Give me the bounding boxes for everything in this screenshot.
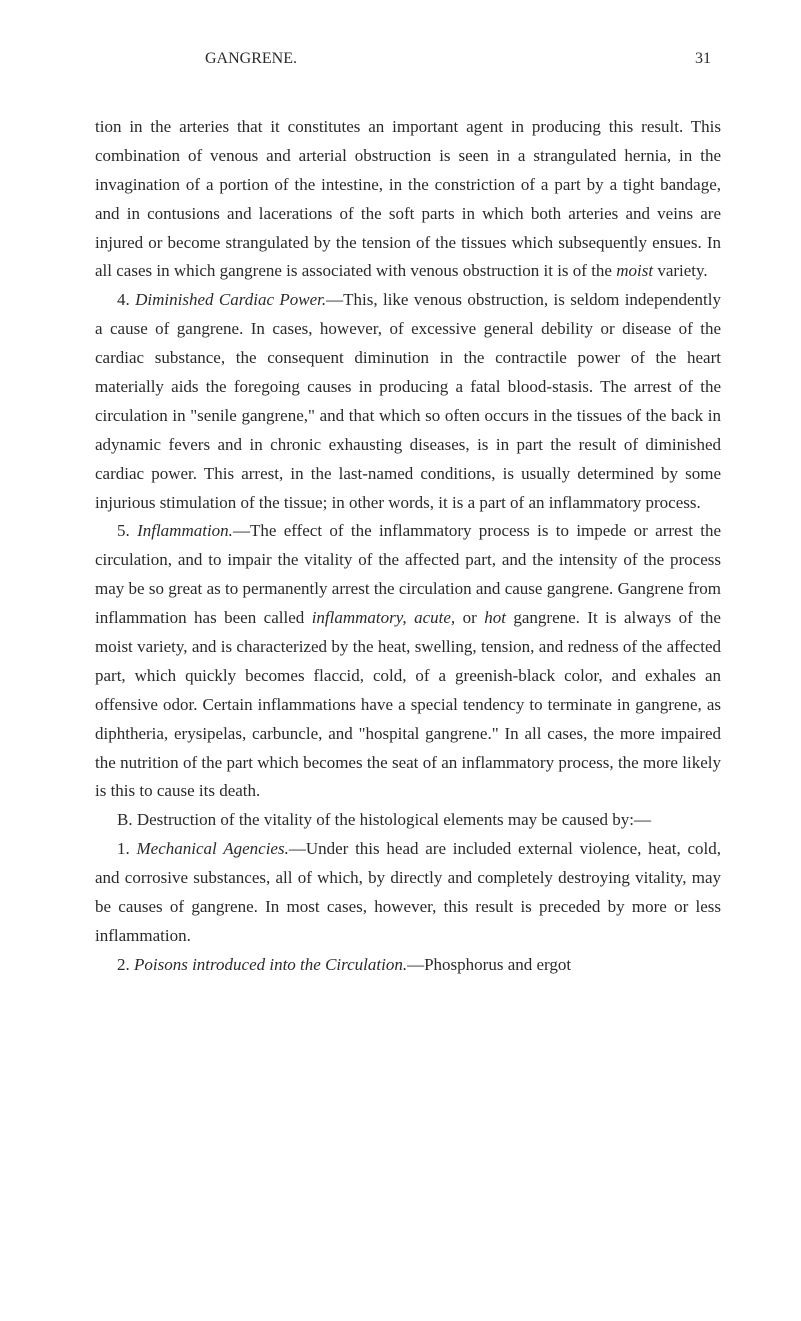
italic-heading: Inflammation. (137, 521, 233, 540)
list-number: 5. (117, 521, 137, 540)
paragraph-1: tion in the arteries that it constitutes… (95, 113, 721, 286)
italic-heading: Mechanical Agencies. (137, 839, 289, 858)
italic-heading: Poisons introduced into the Circulation. (134, 955, 407, 974)
header-title: GANGRENE. (205, 50, 297, 68)
italic-text: hot (484, 608, 506, 627)
italic-heading: Diminished Cardiac Power. (135, 290, 326, 309)
list-number: 1. (117, 839, 137, 858)
paragraph-5: 1. Mechanical Agencies.—Under this head … (95, 835, 721, 951)
italic-text: moist (616, 261, 653, 280)
list-number: 2. (117, 955, 134, 974)
text: tion in the arteries that it constitutes… (95, 117, 721, 280)
text: gangrene. It is always of the moist vari… (95, 608, 721, 800)
text: B. Destruction of the vitality of the hi… (117, 810, 651, 829)
italic-text: inflammatory, acute, (312, 608, 455, 627)
text: —This, like venous obstruction, is seldo… (95, 290, 721, 511)
page-number: 31 (695, 50, 711, 68)
text: variety. (653, 261, 708, 280)
text: —Phosphorus and ergot (407, 955, 571, 974)
paragraph-4: B. Destruction of the vitality of the hi… (95, 806, 721, 835)
document-page: GANGRENE. 31 tion in the arteries that i… (0, 0, 801, 1040)
paragraph-2: 4. Diminished Cardiac Power.—This, like … (95, 286, 721, 517)
paragraph-6: 2. Poisons introduced into the Circulati… (95, 951, 721, 980)
page-header: GANGRENE. 31 (95, 50, 721, 68)
paragraph-3: 5. Inflammation.—The effect of the infla… (95, 517, 721, 806)
text: or (455, 608, 484, 627)
list-number: 4. (117, 290, 135, 309)
